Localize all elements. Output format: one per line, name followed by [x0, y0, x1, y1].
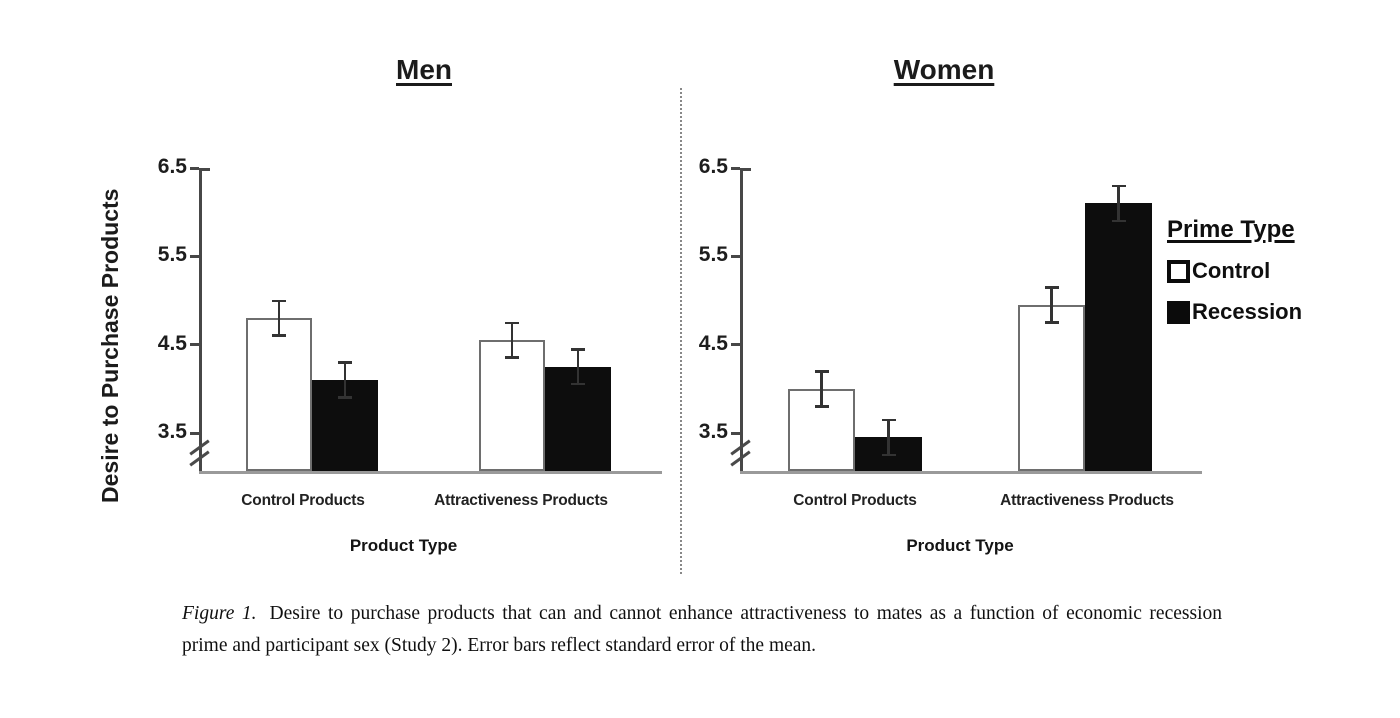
- error-bar-men-control-products-control: [277, 300, 281, 336]
- error-bar-cap: [881, 453, 896, 457]
- figure-caption: Figure 1. Desire to purchase products tha…: [182, 598, 1222, 661]
- x-axis-women: [740, 471, 1202, 474]
- error-bar-men-control-products-recession: [343, 362, 347, 398]
- error-bar-cap: [814, 405, 829, 408]
- y-tick-label-men: 5.5: [157, 243, 187, 267]
- error-bar-cap: [1111, 184, 1126, 188]
- y-tick-women: [731, 166, 740, 170]
- x-category-label-men-control-products: Control Products: [241, 492, 365, 509]
- y-tick-women: [731, 343, 740, 347]
- y-axis-women: [740, 168, 743, 471]
- bar-women-attractiveness-products-recession: [1085, 203, 1152, 471]
- legend-title: Prime Type: [1167, 216, 1295, 243]
- bar-men-attractiveness-products-control: [479, 340, 545, 471]
- error-bar-cap: [1044, 286, 1059, 289]
- y-tick-label-men: 4.5: [157, 331, 187, 355]
- error-bar-cap: [272, 299, 286, 303]
- error-bar-cap: [1111, 219, 1126, 223]
- x-category-label-women-attractiveness-products: Attractiveness Products: [1000, 492, 1174, 509]
- error-bar-cap: [338, 396, 352, 399]
- legend-item-recession: Recession: [1167, 299, 1302, 325]
- error-bar-women-attractiveness-products-control: [1050, 287, 1053, 323]
- y-axis-title: Desire to Purchase Products: [97, 188, 123, 503]
- error-bar-cap: [505, 321, 519, 325]
- error-bar-cap: [272, 334, 286, 337]
- y-tick-men: [190, 343, 199, 347]
- bar-women-attractiveness-products-control: [1018, 304, 1085, 471]
- figure-caption-text: Desire to purchase products that can and…: [182, 603, 1222, 656]
- y-tick-label-men: 6.5: [157, 155, 187, 179]
- error-bar-cap: [571, 348, 585, 351]
- error-bar-men-attractiveness-products-control: [510, 322, 514, 358]
- error-bar-cap: [814, 370, 829, 373]
- y-tick-label-women: 3.5: [698, 420, 728, 443]
- x-axis-men: [199, 471, 662, 474]
- legend: Prime Type Control Recession: [1167, 216, 1302, 340]
- y-tick-men: [190, 254, 199, 258]
- error-bar-cap: [571, 382, 585, 386]
- control-prime-swatch-icon: [1167, 259, 1190, 283]
- recession-prime-swatch-icon: [1167, 300, 1190, 324]
- y-tick-label-men: 3.5: [157, 420, 187, 443]
- panel-divider: [680, 88, 682, 574]
- bar-women-control-products-control: [788, 388, 855, 471]
- y-axis-men: [199, 168, 202, 471]
- error-bar-women-attractiveness-products-recession: [1117, 185, 1120, 222]
- y-tick-men: [190, 166, 199, 170]
- y-tick-women: [731, 431, 740, 435]
- error-bar-cap: [338, 361, 352, 364]
- panel-title-women: Women: [893, 54, 995, 85]
- x-category-label-men-attractiveness-products: Attractiveness Products: [434, 492, 608, 509]
- x-axis-title-men: Product Type: [349, 536, 458, 555]
- y-tick-label-women: 4.5: [698, 331, 728, 355]
- error-bar-cap: [881, 418, 896, 422]
- error-bar-women-control-products-control: [820, 371, 823, 407]
- error-bar-cap: [1044, 321, 1059, 324]
- y-tick-label-women: 6.5: [698, 155, 728, 179]
- y-tick-women: [731, 254, 740, 258]
- panel-title-men: Men: [396, 54, 452, 85]
- bar-men-control-products-control: [246, 318, 312, 471]
- x-axis-title-women: Product Type: [906, 536, 1014, 555]
- y-tick-label-women: 5.5: [698, 243, 728, 267]
- figure-caption-label: Figure 1.: [182, 603, 257, 624]
- legend-item-label: Control: [1192, 258, 1271, 283]
- y-axis-top-tick-women: [740, 168, 751, 172]
- error-bar-cap: [505, 356, 519, 359]
- y-axis-top-tick-men: [199, 168, 210, 172]
- x-category-label-women-control-products: Control Products: [793, 492, 917, 509]
- error-bar-women-control-products-recession: [887, 419, 890, 456]
- legend-item-label: Recession: [1192, 299, 1303, 324]
- error-bar-men-attractiveness-products-recession: [576, 349, 580, 385]
- y-tick-men: [190, 431, 199, 435]
- legend-item-control: Control: [1167, 258, 1302, 284]
